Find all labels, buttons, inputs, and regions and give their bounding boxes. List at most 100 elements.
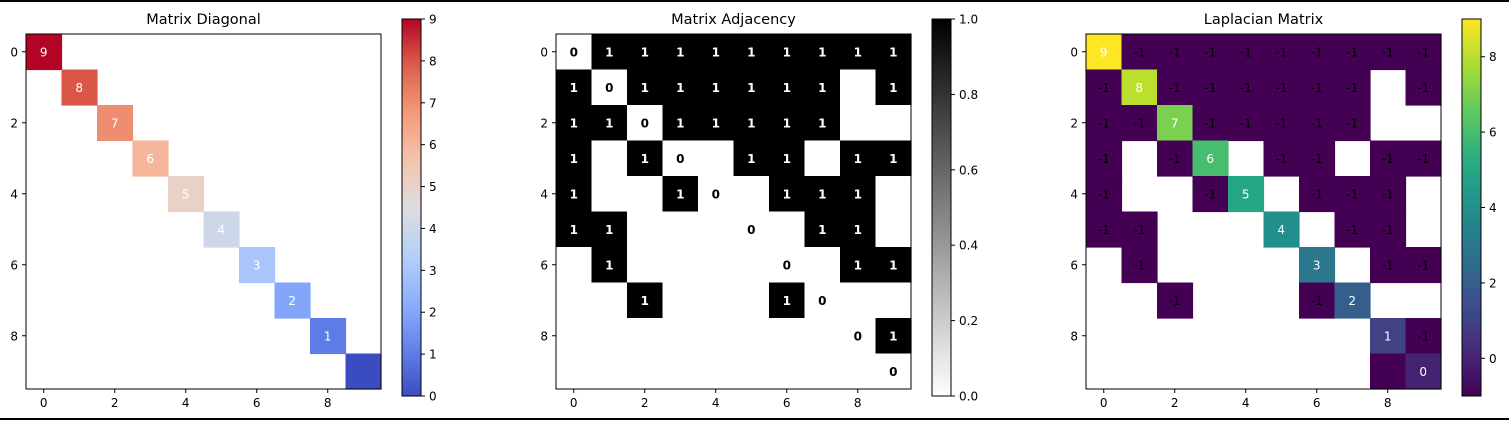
- heatmap-cell: [769, 105, 806, 142]
- heatmap-cell: [875, 140, 912, 177]
- x-tick-label: 2: [111, 396, 119, 410]
- cell-label: -1: [1275, 81, 1287, 95]
- cell-label: -1: [1311, 116, 1323, 130]
- x-tick-label: 2: [641, 396, 649, 410]
- heatmap-cell: [1334, 176, 1371, 213]
- heatmap-cell: [875, 176, 912, 213]
- cell-label: 1: [641, 152, 649, 166]
- heatmap-cell: [627, 140, 664, 177]
- heatmap-cell: [1334, 105, 1371, 142]
- x-tick-label: 4: [182, 396, 190, 410]
- x-tick-label: 8: [854, 396, 862, 410]
- colorbar-tick-label: 3: [429, 264, 437, 278]
- heatmap-cell: [310, 318, 347, 355]
- cell-label: -1: [1275, 116, 1287, 130]
- cell-label: 5: [182, 187, 190, 201]
- heatmap-cell: [662, 247, 699, 284]
- cell-label: 1: [783, 116, 791, 130]
- heatmap-cell: [97, 105, 134, 142]
- heatmap-cell: [1299, 176, 1336, 213]
- cell-label: 0: [605, 81, 613, 95]
- cell-label: 0: [889, 365, 897, 379]
- cell-label: 1: [818, 116, 826, 130]
- y-tick-label: 2: [10, 116, 18, 130]
- cell-label: -1: [1133, 223, 1145, 237]
- cell-label: -1: [1098, 81, 1110, 95]
- cell-label: 8: [1135, 81, 1143, 95]
- heatmap-cell: [769, 69, 806, 106]
- colorbar-tick-label: 8: [429, 54, 437, 68]
- y-tick-label: 0: [10, 45, 18, 59]
- cell-label: -1: [1133, 116, 1145, 130]
- cell-label: -1: [1098, 152, 1110, 166]
- heatmap-cell: [1299, 247, 1336, 284]
- colorbar-tick-label: 2: [1489, 276, 1497, 290]
- cell-label: 0: [1419, 365, 1427, 379]
- heatmap-cell: [769, 247, 806, 284]
- cell-label: -1: [1204, 45, 1216, 59]
- heatmap-cell: [875, 282, 912, 319]
- y-tick-label: 6: [540, 258, 548, 272]
- heatmap-cell: [591, 211, 628, 248]
- heatmap-cell: [840, 282, 877, 319]
- y-tick-label: 8: [1070, 329, 1078, 343]
- cell-label: 1: [570, 81, 578, 95]
- colorbar-tick-label: 6: [429, 138, 437, 152]
- heatmap-cell: [698, 140, 735, 177]
- y-tick-label: 8: [10, 329, 18, 343]
- heatmap-cell: [627, 247, 664, 284]
- heatmap-cell: [1263, 211, 1300, 248]
- cell-label: 1: [676, 81, 684, 95]
- heatmap-cell: [591, 176, 628, 213]
- heatmap-cell: [698, 34, 735, 71]
- cell-label: 2: [288, 294, 296, 308]
- heatmap-cell: [1299, 105, 1336, 142]
- x-tick-label: 4: [712, 396, 720, 410]
- heatmap-cell: [627, 105, 664, 142]
- cell-label: 0: [641, 116, 649, 130]
- x-tick-label: 0: [40, 396, 48, 410]
- plot-frame: [555, 33, 912, 390]
- y-tick-label: 6: [1070, 258, 1078, 272]
- heatmap-cell: [662, 176, 699, 213]
- cell-label: 1: [641, 294, 649, 308]
- heatmap-cell: [1228, 105, 1265, 142]
- heatmap-cell: [662, 34, 699, 71]
- cell-label: 1: [747, 116, 755, 130]
- y-tick-label: 6: [10, 258, 18, 272]
- heatmap-cell: [662, 69, 699, 106]
- cell-label: -1: [1311, 294, 1323, 308]
- heatmap-cell: [274, 282, 311, 319]
- y-tick-label: 4: [1070, 187, 1078, 201]
- heatmap-cell: [1157, 69, 1194, 106]
- heatmap-cell: [1263, 69, 1300, 106]
- heatmap-cell: [627, 282, 664, 319]
- x-tick-label: 8: [324, 396, 332, 410]
- colorbar-tick-label: 1.0: [959, 13, 978, 27]
- x-tick-label: 0: [570, 396, 578, 410]
- cell-label: -1: [1346, 45, 1358, 59]
- y-tick-label: 2: [540, 116, 548, 130]
- heatmap-cell: [168, 176, 205, 213]
- heatmap-cell: [840, 353, 877, 390]
- cell-label: 1: [676, 187, 684, 201]
- heatmap-cell: [591, 247, 628, 284]
- heatmap-cell: [840, 34, 877, 71]
- cell-label: -1: [1346, 223, 1358, 237]
- heatmap-cell: [1370, 34, 1407, 71]
- heatmap-cell: [769, 140, 806, 177]
- heatmap-cell: [804, 105, 841, 142]
- cell-label: 0: [676, 152, 684, 166]
- heatmap-cell: [733, 69, 770, 106]
- cell-label: 0: [854, 329, 862, 343]
- heatmap-cell: [1192, 176, 1229, 213]
- cell-label: 1: [676, 45, 684, 59]
- cell-label: 9: [40, 45, 48, 59]
- cell-label: -1: [1382, 152, 1394, 166]
- cell-label: 8: [75, 81, 83, 95]
- colorbar-tick-label: 0.6: [959, 163, 978, 177]
- heatmap-cell: [1405, 140, 1442, 177]
- cell-label: 1: [676, 116, 684, 130]
- heatmap-cell: [1370, 140, 1407, 177]
- heatmap-cell: [698, 176, 735, 213]
